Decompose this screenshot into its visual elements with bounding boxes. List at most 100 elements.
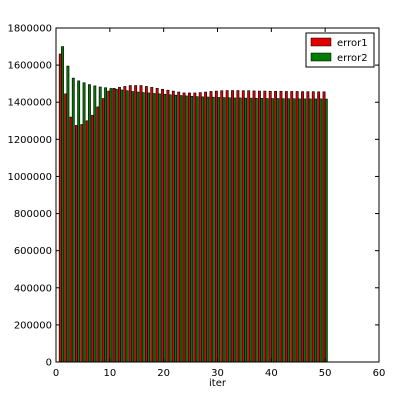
bar-error2-35 — [244, 97, 247, 363]
bar-error1-36 — [247, 90, 251, 363]
bar-error2-48 — [314, 98, 317, 363]
bar-error2-11 — [114, 88, 118, 363]
bar-error2-40 — [271, 98, 274, 363]
bar-error2-27 — [201, 96, 204, 363]
bar-error1-42 — [279, 90, 283, 363]
bar-error2-38 — [260, 98, 264, 363]
bar-error2-1 — [61, 46, 64, 363]
y-tick-label: 1000000 — [7, 172, 52, 183]
y-tick-label: 600000 — [14, 246, 52, 257]
bar-error1-10 — [107, 90, 111, 363]
y-tick-label: 1600000 — [7, 61, 52, 72]
bar-error1-15 — [134, 85, 138, 363]
bar-error1-30 — [214, 90, 218, 363]
bar-error1-26 — [193, 92, 197, 363]
bar-error1-16 — [139, 85, 143, 363]
bar-error1-11 — [112, 88, 116, 363]
bar-error2-17 — [147, 92, 151, 363]
bar-error2-46 — [303, 98, 307, 363]
bar-error2-21 — [168, 94, 172, 363]
x-axis-label: iter — [209, 378, 227, 389]
bar-error1-9 — [101, 98, 105, 363]
bar-error1-32 — [225, 90, 229, 363]
bar-error2-22 — [174, 94, 177, 363]
bar-error2-3 — [71, 77, 75, 363]
y-tick-label: 200000 — [14, 320, 52, 331]
bar-error1-20 — [161, 88, 164, 363]
bar-error1-29 — [209, 91, 213, 363]
bar-error2-33 — [233, 97, 237, 363]
bar-error2-13 — [125, 90, 129, 363]
bar-error1-5 — [80, 124, 84, 363]
x-tick-label: 30 — [211, 368, 224, 379]
bar-error2-26 — [195, 96, 199, 363]
bar-error2-43 — [287, 98, 291, 363]
bar-error1-40 — [268, 90, 272, 363]
bar-error1-8 — [96, 106, 100, 363]
bar-error1-46 — [301, 91, 304, 363]
bar-error2-8 — [98, 86, 102, 363]
bar-error1-47 — [306, 91, 310, 363]
bar-error2-23 — [179, 95, 183, 363]
y-tick-label: 800000 — [14, 209, 52, 220]
bar-error1-48 — [311, 91, 315, 363]
ticks-layer: 0 10 20 30 40 50 60 0 200000 400000 600000 800000 10… — [7, 24, 385, 380]
bar-error1-19 — [155, 88, 159, 363]
bar-error2-49 — [319, 98, 323, 363]
bar-error1-18 — [150, 87, 154, 363]
bar-error1-12 — [118, 87, 121, 363]
bar-error2-19 — [157, 93, 161, 363]
bar-error2-29 — [211, 96, 215, 363]
bar-error1-35 — [241, 90, 245, 363]
legend-swatch-error1 — [310, 37, 332, 47]
bar-error1-7 — [91, 114, 94, 363]
x-tick-label: 0 — [53, 368, 59, 379]
legend: error1 error2 — [305, 32, 375, 68]
bar-error1-37 — [252, 90, 256, 363]
bar-error2-7 — [93, 85, 97, 363]
x-tick-label: 60 — [373, 368, 386, 379]
x-tick-label: 20 — [157, 368, 170, 379]
y-tick-label: 400000 — [14, 283, 52, 294]
bar-error2-24 — [184, 95, 188, 363]
bar-error1-3 — [69, 116, 73, 363]
legend-label-error1: error1 — [337, 38, 368, 49]
y-tick-label: 1400000 — [7, 98, 52, 109]
bar-error2-10 — [109, 88, 113, 363]
bar-error1-13 — [123, 86, 127, 363]
x-tick-label: 50 — [319, 368, 332, 379]
bar-error1-1 — [58, 53, 62, 363]
bar-error2-30 — [217, 97, 221, 363]
bar-error2-47 — [308, 98, 312, 363]
bar-error2-32 — [227, 97, 231, 363]
bar-error1-38 — [258, 90, 261, 363]
bar-error1-24 — [182, 92, 186, 363]
bar-error1-43 — [284, 91, 288, 363]
bar-error2-45 — [297, 98, 301, 363]
bar-error1-50 — [322, 91, 326, 363]
bar-error1-41 — [274, 90, 278, 363]
bar-error1-6 — [85, 120, 89, 363]
bar-error1-27 — [198, 92, 202, 363]
bar-error1-21 — [166, 89, 170, 363]
bar-error1-22 — [171, 90, 175, 363]
bar-error2-31 — [222, 97, 226, 363]
x-tick-label: 10 — [103, 368, 116, 379]
bar-error2-14 — [131, 91, 134, 363]
bar-error1-44 — [290, 91, 294, 363]
bar-error2-36 — [249, 97, 253, 363]
bars-layer — [58, 46, 328, 363]
y-tick-label: 0 — [46, 358, 52, 369]
bar-error1-4 — [74, 125, 78, 363]
bar-error1-2 — [64, 93, 68, 363]
bar-error2-44 — [292, 98, 296, 363]
bar-error2-28 — [206, 96, 210, 363]
bar-error2-15 — [136, 91, 140, 363]
bar-error2-41 — [276, 98, 280, 363]
bar-error2-18 — [152, 93, 156, 363]
bar-error2-50 — [324, 98, 328, 363]
bar-error2-39 — [265, 98, 269, 363]
bar-error1-31 — [220, 90, 224, 363]
bar-error2-6 — [88, 84, 91, 363]
